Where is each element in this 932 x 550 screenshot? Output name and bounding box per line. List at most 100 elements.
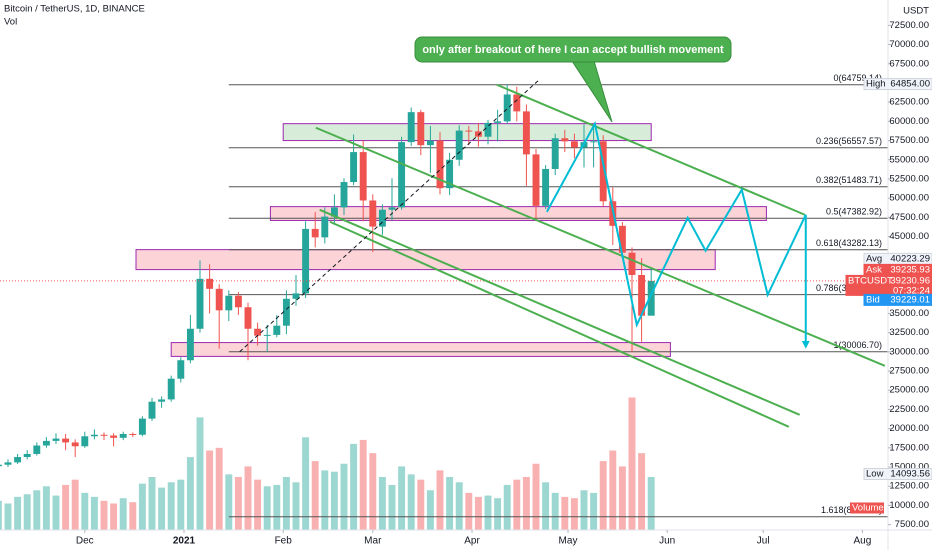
x-tick-label: May: [559, 536, 578, 547]
volume-bar: [398, 466, 406, 530]
currency-label: USDT: [903, 6, 929, 17]
volume-bar: [638, 453, 646, 530]
volume-bar: [177, 479, 185, 530]
candle-body: [513, 94, 521, 112]
volume-bar: [532, 463, 540, 530]
projection-path: [546, 120, 810, 349]
candle-body: [62, 438, 70, 443]
candle-body: [494, 121, 502, 123]
volume-bar: [311, 461, 319, 530]
candle-body: [71, 442, 79, 447]
volume-bar: [484, 495, 492, 530]
volume-bar: [0, 500, 2, 530]
volume-bar: [119, 498, 127, 530]
candle-body: [311, 228, 319, 238]
price-tag-value: 39230.96: [890, 275, 930, 286]
volume-bar: [62, 484, 70, 530]
volume-bar: [330, 471, 338, 530]
candle-body: [0, 464, 2, 467]
volume-bar: [570, 498, 578, 530]
candle-body: [186, 328, 194, 361]
candle-body: [570, 141, 578, 148]
candle-body: [436, 140, 444, 189]
volume-bar: [52, 495, 60, 530]
volume-bar: [225, 474, 233, 530]
volume-bar: [494, 498, 502, 530]
price-tag-time: 07:32:24: [893, 285, 930, 296]
y-tick-label: 62500.00: [889, 97, 929, 108]
volume-bar: [350, 443, 358, 530]
time-axis-panel: [0, 530, 888, 550]
candle-body: [81, 436, 89, 447]
volume-bar: [465, 492, 473, 530]
y-tick-label: 7500.00: [895, 519, 929, 530]
candle-body: [196, 278, 204, 329]
volume-bar: [148, 477, 156, 530]
candle-body: [4, 462, 12, 465]
dashed-trend-line: [239, 79, 540, 353]
candle-body: [503, 94, 511, 122]
fib-label: 0.236(56557.57): [816, 136, 882, 146]
x-tick-label: Mar: [364, 536, 382, 547]
candle-body: [302, 228, 310, 294]
y-tick-label: 15000.00: [889, 462, 929, 473]
volume-bar: [90, 496, 98, 530]
volume-bar: [340, 463, 348, 530]
volume-bar: [503, 484, 511, 530]
volume-bar: [158, 487, 166, 530]
volume-bar: [599, 461, 607, 530]
candle-body: [455, 130, 463, 160]
fib-label: 1(30006.70): [833, 340, 882, 350]
candle-body: [340, 182, 348, 208]
volume-bar: [551, 492, 559, 530]
x-tick-label: Dec: [76, 536, 94, 547]
candle-body: [551, 138, 559, 169]
candle-body: [561, 138, 569, 142]
candle-body: [532, 154, 540, 206]
price-tag-value: 14093.56: [890, 468, 930, 479]
candle-body: [33, 445, 41, 454]
overlays: Bitcoin / TetherUS, 1D, BINANCE Vol USDT…: [4, 4, 932, 514]
fib-label: 0.5(47382.92): [826, 207, 882, 217]
candle-body: [119, 433, 127, 438]
volume-bar: [234, 477, 242, 530]
volume-bar: [206, 450, 214, 530]
candle-body: [330, 207, 338, 217]
volume-bar: [23, 494, 31, 530]
candle-body: [484, 122, 492, 137]
volume-bar: [369, 453, 377, 530]
y-tick-label: 17500.00: [889, 442, 929, 453]
candle-body: [359, 152, 367, 201]
volume-bar: [254, 479, 262, 530]
volume-bar: [292, 482, 300, 530]
candle-body: [350, 152, 358, 183]
volume-bar: [647, 477, 655, 530]
trend-line: [329, 220, 790, 428]
y-tick-label: 60000.00: [889, 116, 929, 127]
y-tick-label: 47500.00: [889, 212, 929, 223]
zone: [170, 342, 671, 357]
fib-label: 0.382(51483.71): [816, 175, 882, 185]
plot-area: 0(64759.14) 0.236(56557.57) 0.382(51483.71…: [0, 73, 888, 530]
volume-bar: [474, 496, 482, 530]
volume-bar: [273, 484, 281, 530]
volume-bar: [81, 492, 89, 530]
volume-bar: [590, 492, 598, 530]
candle-body: [618, 225, 626, 253]
candle-body: [465, 130, 473, 132]
candle-body: [426, 140, 434, 146]
candle-body: [215, 288, 223, 311]
candle-body: [234, 295, 242, 308]
price-tag: [863, 467, 932, 480]
symbol-title: Bitcoin / TetherUS, 1D, BINANCE: [4, 4, 145, 15]
volume-bar: [513, 479, 521, 530]
volume-bar: [561, 496, 569, 530]
candle-body: [599, 141, 607, 202]
candle-body: [369, 200, 377, 227]
y-tick-label: 25000.00: [889, 385, 929, 396]
volume-bar: [542, 482, 550, 530]
volume-bar: [628, 397, 636, 530]
candle-body: [407, 112, 415, 143]
